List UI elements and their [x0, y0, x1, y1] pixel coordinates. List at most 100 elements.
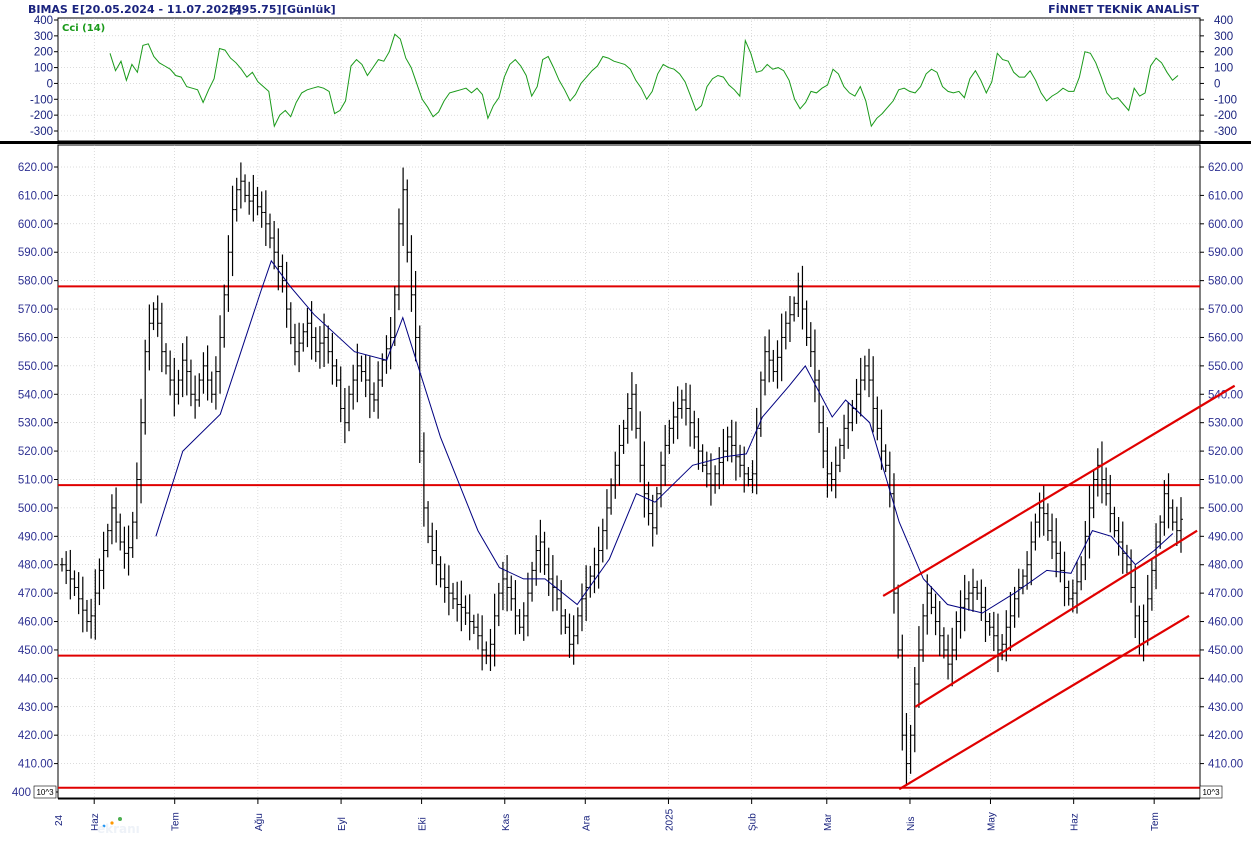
price-bar — [151, 302, 156, 331]
scale-note-right-text: 10^3 — [1202, 788, 1220, 797]
price-bar — [800, 265, 805, 330]
channel-line — [898, 614, 1190, 791]
price-bar — [738, 444, 743, 478]
x-tick-label: Tem — [1150, 812, 1161, 831]
cci-tick-label: 300 — [34, 31, 53, 43]
price-bar — [1025, 551, 1030, 590]
cci-tick-label: 0 — [1214, 78, 1220, 90]
x-axis-first-label: 24 — [54, 814, 65, 826]
price-bar — [496, 582, 501, 627]
price-bar — [442, 563, 447, 603]
price-bar — [500, 561, 505, 611]
price-bar — [222, 284, 227, 348]
price-bar — [842, 414, 847, 460]
price-bar — [567, 613, 572, 658]
price-bar — [292, 323, 297, 366]
price-bar — [421, 432, 426, 527]
price-bar — [147, 304, 152, 371]
cci-tick-label: 300 — [1214, 31, 1233, 43]
price-bar — [704, 451, 709, 488]
price-bar — [351, 364, 356, 410]
price-bar — [821, 405, 826, 469]
price-tick-label: 570.00 — [18, 304, 53, 316]
price-bar — [654, 486, 659, 535]
price-bar — [168, 350, 173, 396]
price-tick-label: 540.00 — [18, 389, 53, 401]
price-bar — [139, 398, 144, 504]
price-bar — [609, 478, 614, 515]
price-bar — [355, 343, 360, 403]
price-bar — [846, 402, 851, 449]
price-tick-label: 460.00 — [18, 617, 53, 629]
price-bar — [921, 603, 926, 662]
price-bar — [455, 581, 460, 622]
price-tick-label: 600.00 — [18, 219, 53, 231]
price-tick-label: 520.00 — [18, 446, 53, 458]
price-bar — [858, 357, 863, 417]
price-bar — [933, 593, 938, 636]
price-bar — [650, 494, 655, 547]
price-tick-label: 450.00 — [18, 645, 53, 657]
price-bar — [1045, 503, 1050, 541]
price-bar — [659, 451, 664, 508]
price-tick-label: 620.00 — [18, 162, 53, 174]
price-tick-label: 590.00 — [1208, 247, 1243, 259]
price-bar — [675, 386, 680, 440]
price-tick-label: 410.00 — [1208, 759, 1243, 771]
cci-label: Cci (14) — [62, 23, 105, 34]
header-symbol: BIMAS E — [28, 3, 79, 16]
price-bar — [700, 444, 705, 473]
price-bar — [359, 355, 364, 382]
price-bar — [467, 594, 472, 641]
price-tick-label: 450.00 — [1208, 645, 1243, 657]
price-bar — [1012, 586, 1017, 628]
price-y-axis-right: 410.00 420.00 430.00 440.00 450.00 460.00 470.… — [1200, 162, 1243, 793]
price-bar — [347, 385, 352, 432]
price-bar — [492, 593, 497, 667]
cci-tick-label: 200 — [1214, 47, 1233, 59]
price-bar — [941, 627, 946, 659]
price-bar — [480, 615, 485, 671]
price-bar — [796, 272, 801, 317]
price-bar — [775, 340, 780, 389]
price-bar — [937, 601, 942, 657]
price-bar — [538, 519, 543, 573]
panel-separator[interactable] — [0, 141, 1251, 144]
x-axis: Haz Tem Ağu Eyl Eki Kas Ara 2025 Şub Mar Nis May Haz… — [54, 798, 1200, 831]
price-bar — [525, 572, 530, 637]
scale-note-right: 10^3 — [1199, 785, 1223, 799]
price-bar — [1112, 506, 1117, 538]
price-tick-label: 480.00 — [18, 560, 53, 572]
price-tick-label: 540.00 — [1208, 389, 1243, 401]
price-bar — [272, 220, 277, 270]
price-panel-frame — [57, 144, 1201, 799]
price-bar — [908, 724, 913, 774]
price-bar — [563, 609, 568, 635]
cci-tick-label: -300 — [1214, 126, 1237, 138]
cci-y-axis-left: 400 300 200 100 0 -100 -200 -300 — [30, 15, 58, 138]
price-tick-label: 470.00 — [1208, 588, 1243, 600]
price-tick-label: 550.00 — [1208, 361, 1243, 373]
price-bar — [1058, 541, 1063, 583]
price-bar — [962, 574, 967, 632]
price-bar — [105, 523, 110, 558]
price-bar — [80, 576, 85, 633]
price-bar — [430, 522, 435, 565]
price-bar — [234, 177, 239, 222]
price-bar — [263, 190, 268, 246]
price-bar — [683, 382, 688, 426]
price-bar — [317, 326, 322, 369]
price-tick-label: 560.00 — [1208, 332, 1243, 344]
cci-tick-label: -100 — [30, 94, 53, 106]
price-bar — [163, 343, 168, 375]
price-bar — [783, 311, 788, 350]
price-tick-label: 570.00 — [1208, 304, 1243, 316]
x-axis-ticks: Haz Tem Ağu Eyl Eki Kas Ara 2025 Şub Mar Nis May Haz… — [90, 799, 1161, 831]
price-bar — [172, 357, 177, 417]
price-bar — [1174, 506, 1179, 546]
price-bar — [1170, 499, 1175, 531]
cci-tick-label: -300 — [30, 126, 53, 138]
price-bar — [488, 628, 493, 671]
price-bar — [638, 411, 643, 483]
